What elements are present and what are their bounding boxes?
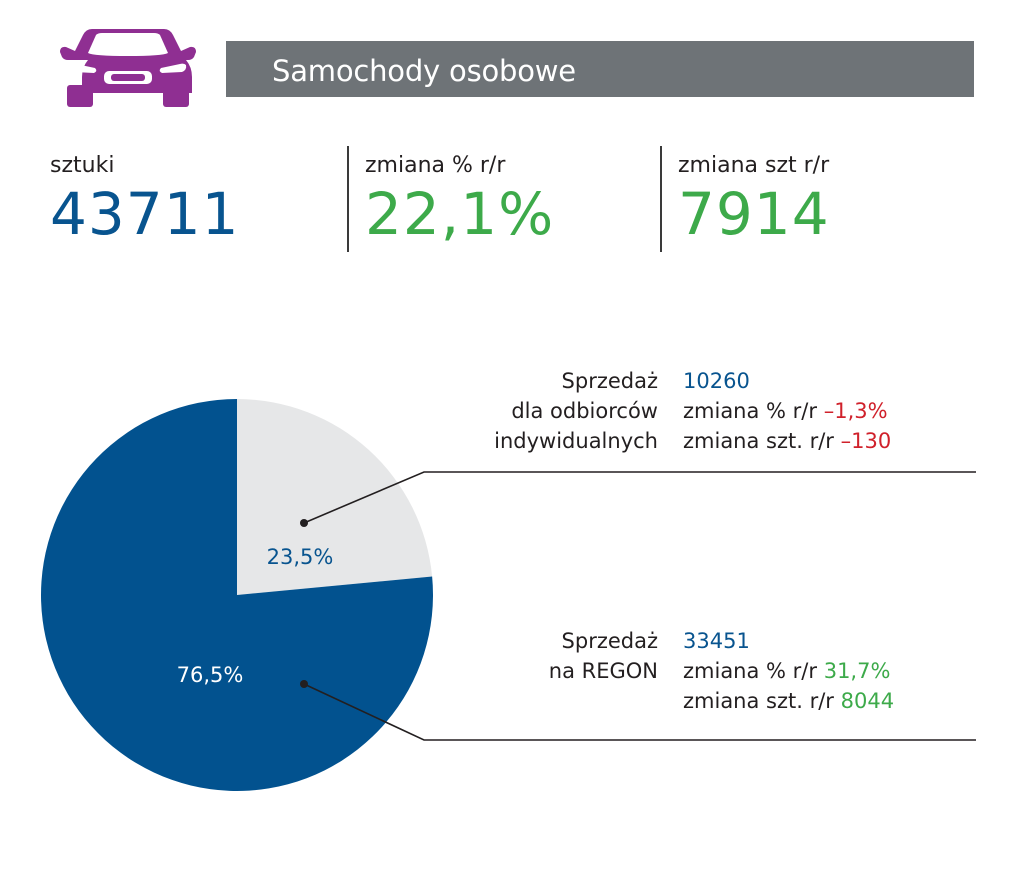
- segment-1-details: 10260 zmiana % r/r –1,3% zmiana szt. r/r…: [683, 366, 891, 456]
- pie-slice-label: 76,5%: [177, 663, 244, 687]
- segment-1-name: Sprzedaż dla odbiorców indywidualnych: [440, 366, 658, 456]
- segment-2-name-line: Sprzedaż: [561, 629, 658, 653]
- segment-2-value: 33451: [683, 629, 750, 653]
- car-icon: [60, 29, 196, 107]
- page-title: Samochody osobowe: [272, 54, 576, 88]
- segment-2-name: Sprzedaż na REGON: [440, 626, 658, 686]
- stat-change-pct: zmiana % r/r 22,1%: [347, 146, 553, 252]
- stat-change-pct-label: zmiana % r/r: [365, 153, 506, 178]
- segment-2-details: 33451 zmiana % r/r 31,7% zmiana szt. r/r…: [683, 626, 894, 716]
- title-bar: Samochody osobowe: [226, 41, 974, 97]
- segment-2-pct-label: zmiana % r/r: [683, 659, 818, 683]
- stat-change-units-value: 7914: [678, 180, 830, 248]
- stat-change-units-label: zmiana szt r/r: [678, 153, 830, 178]
- pie-slice-label: 23,5%: [267, 545, 334, 569]
- leader-dot: [300, 519, 308, 527]
- segment-1-pct-value: –1,3%: [823, 399, 888, 423]
- leader-line: [303, 683, 976, 741]
- segment-2-pct-value: 31,7%: [823, 659, 891, 683]
- segment-1-name-line: indywidualnych: [494, 429, 658, 453]
- segment-2-units-value: 8044: [840, 689, 895, 713]
- leader-line: [303, 471, 976, 524]
- stat-units-value: 43711: [50, 180, 240, 248]
- stat-change-units: zmiana szt r/r 7914: [660, 146, 829, 252]
- segment-2-units-label: zmiana szt. r/r: [683, 689, 834, 713]
- stat-units-label: sztuki: [50, 153, 115, 178]
- segment-1-value: 10260: [683, 369, 750, 393]
- segment-1-name-line: dla odbiorców: [511, 399, 658, 423]
- segment-1-units-label: zmiana szt. r/r: [683, 429, 834, 453]
- segment-2-name-line: na REGON: [548, 659, 658, 683]
- pie-chart: 23,5% 76,5%: [41, 399, 976, 791]
- pie-chart-area: 23,5% 76,5% Sprzedaż dla odbiorców indywi…: [0, 330, 1012, 870]
- segment-1-pct-label: zmiana % r/r: [683, 399, 818, 423]
- segment-1-name-line: Sprzedaż: [561, 369, 658, 393]
- pie-slice: [237, 399, 433, 595]
- segment-1-units-value: –130: [840, 429, 892, 453]
- stat-change-pct-value: 22,1%: [365, 180, 555, 248]
- leader-dot: [300, 680, 308, 688]
- pie-slice: [41, 399, 434, 791]
